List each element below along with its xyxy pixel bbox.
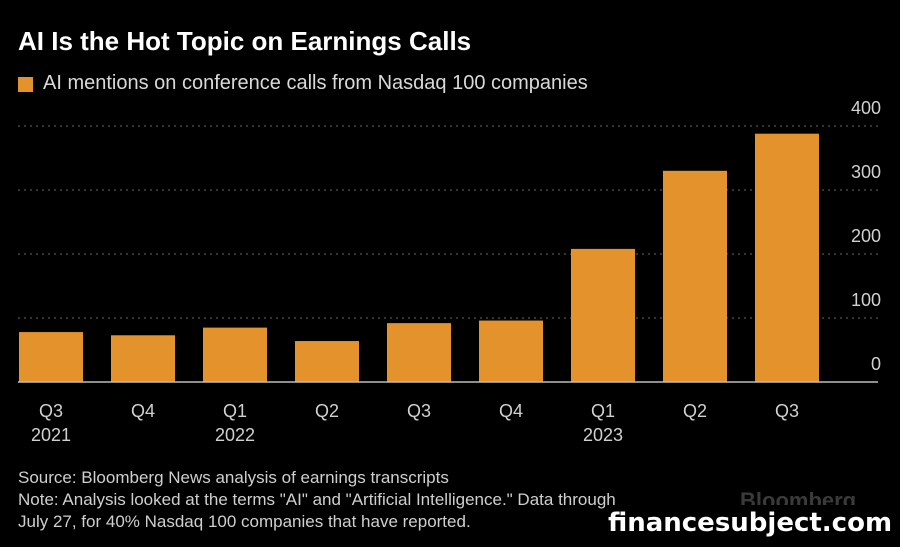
x-tick-label: Q4 bbox=[131, 401, 155, 421]
bar bbox=[387, 323, 451, 382]
x-tick-label: Q4 bbox=[499, 401, 523, 421]
x-year-label: 2023 bbox=[583, 425, 623, 445]
x-year-label: 2022 bbox=[215, 425, 255, 445]
y-tick-label: 400 bbox=[851, 98, 881, 118]
note-line-1: Note: Analysis looked at the terms "AI" … bbox=[18, 490, 616, 509]
bar bbox=[19, 332, 83, 382]
bar bbox=[755, 133, 819, 382]
legend-label: AI mentions on conference calls from Nas… bbox=[43, 72, 588, 94]
watermark: financesubject.com bbox=[605, 505, 895, 541]
legend: AI mentions on conference calls from Nas… bbox=[18, 72, 588, 95]
y-tick-label: 200 bbox=[851, 226, 881, 246]
x-year-label: 2021 bbox=[31, 425, 71, 445]
legend-swatch bbox=[18, 77, 33, 92]
bar bbox=[571, 248, 635, 382]
bar bbox=[479, 320, 543, 382]
bar bbox=[295, 341, 359, 382]
y-tick-label: 0 bbox=[871, 354, 881, 374]
x-tick-label: Q3 bbox=[407, 401, 431, 421]
bar bbox=[111, 335, 175, 382]
y-tick-label: 300 bbox=[851, 162, 881, 182]
x-tick-label: Q3 bbox=[39, 401, 63, 421]
chart-title: AI Is the Hot Topic on Earnings Calls bbox=[18, 26, 472, 56]
note-line-2: July 27, for 40% Nasdaq 100 companies th… bbox=[18, 512, 471, 531]
bar bbox=[663, 170, 727, 382]
x-tick-label: Q3 bbox=[775, 401, 799, 421]
x-tick-label: Q2 bbox=[315, 401, 339, 421]
source-note: Source: Bloomberg News analysis of earni… bbox=[18, 468, 449, 487]
x-tick-label: Q2 bbox=[683, 401, 707, 421]
bar bbox=[203, 327, 267, 382]
y-tick-label: 100 bbox=[851, 290, 881, 310]
x-tick-label: Q1 bbox=[591, 401, 615, 421]
x-tick-label: Q1 bbox=[223, 401, 247, 421]
